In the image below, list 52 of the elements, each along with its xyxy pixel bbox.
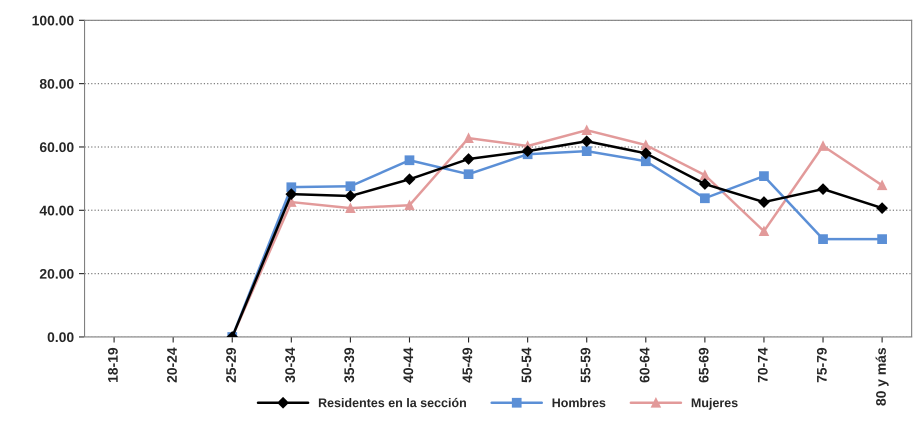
y-tick-label: 60.00 <box>40 142 74 152</box>
x-tick-label: 80 y más <box>876 348 889 406</box>
x-tick-label: 35-39 <box>344 348 354 383</box>
point <box>876 202 888 214</box>
point <box>818 141 828 151</box>
x-tick-label: 25-29 <box>226 348 236 382</box>
point <box>404 174 416 185</box>
y-tick-label: 100.00 <box>32 16 74 26</box>
y-tick-label: 80.00 <box>40 78 74 89</box>
point <box>346 181 356 192</box>
point <box>640 140 651 150</box>
x-tick-label: 70-74 <box>758 347 768 382</box>
x-tick-label: 75-79 <box>816 348 827 382</box>
point <box>582 146 592 156</box>
x-tick-label: 40-44 <box>403 347 414 383</box>
x-tick-label: 65-69 <box>698 348 709 382</box>
point <box>522 145 534 157</box>
y-tick-label: 20.00 <box>40 268 74 279</box>
point <box>818 234 828 244</box>
x-tick-label: 60-64 <box>640 347 650 382</box>
point <box>462 153 474 165</box>
point <box>346 203 356 213</box>
point <box>700 193 710 204</box>
x-tick-label: 55-59 <box>580 348 590 382</box>
point <box>344 190 356 202</box>
point <box>877 234 887 244</box>
point <box>582 125 592 136</box>
legend-label: Mujeres <box>692 398 738 410</box>
point <box>640 156 651 166</box>
legend-label: Residentes en la sección <box>318 398 466 408</box>
point <box>699 178 710 190</box>
point <box>286 188 297 200</box>
point <box>464 133 474 143</box>
point <box>877 180 887 190</box>
point <box>758 196 770 208</box>
y-tick-label: 40.00 <box>40 206 74 216</box>
point <box>700 170 710 180</box>
point <box>581 136 592 147</box>
x-tick-label: 45-49 <box>462 348 472 383</box>
point <box>759 226 769 236</box>
x-tick-label: 50-54 <box>522 347 532 382</box>
point <box>404 155 414 166</box>
y-tick-label: 0.00 <box>48 332 74 342</box>
point <box>464 169 474 180</box>
point <box>640 148 652 159</box>
point <box>759 171 769 181</box>
x-tick-label: 30-34 <box>285 347 296 383</box>
point <box>817 183 829 195</box>
legend-label: Hombres <box>552 398 606 408</box>
x-tick-label: 20-24 <box>167 347 177 382</box>
x-tick-label: 18-19 <box>108 348 118 382</box>
point <box>404 200 414 210</box>
